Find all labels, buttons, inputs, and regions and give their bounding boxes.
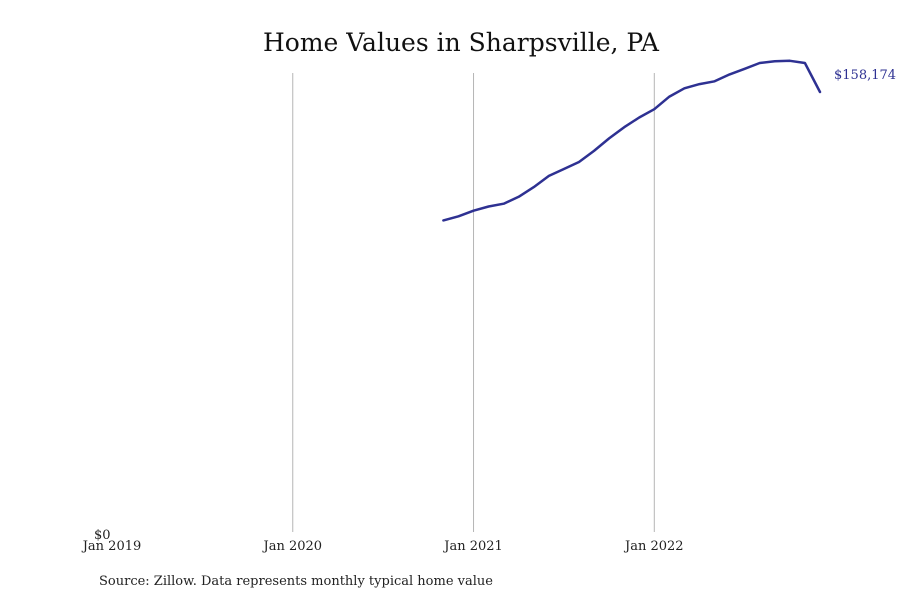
series-line-0 — [442, 59, 822, 222]
series-layer: $158,174 — [442, 59, 896, 222]
x-axis-ticks: Jan 2019 Jan 2020 Jan 2021 Jan 2022 — [81, 539, 684, 554]
x-tick-label: Jan 2020 — [261, 539, 322, 554]
x-tick-label: Jan 2022 — [623, 539, 684, 554]
chart-title: Home Values in Sharpsville, PA — [263, 28, 660, 57]
source-note: Source: Zillow. Data represents monthly … — [99, 574, 493, 589]
x-tick-label: Jan 2021 — [442, 539, 503, 554]
end-value-label: $158,174 — [834, 68, 896, 83]
gridlines — [292, 73, 655, 532]
y-axis-zero-label: $0 — [94, 528, 111, 543]
x-tick-label: Jan 2019 — [81, 539, 142, 554]
